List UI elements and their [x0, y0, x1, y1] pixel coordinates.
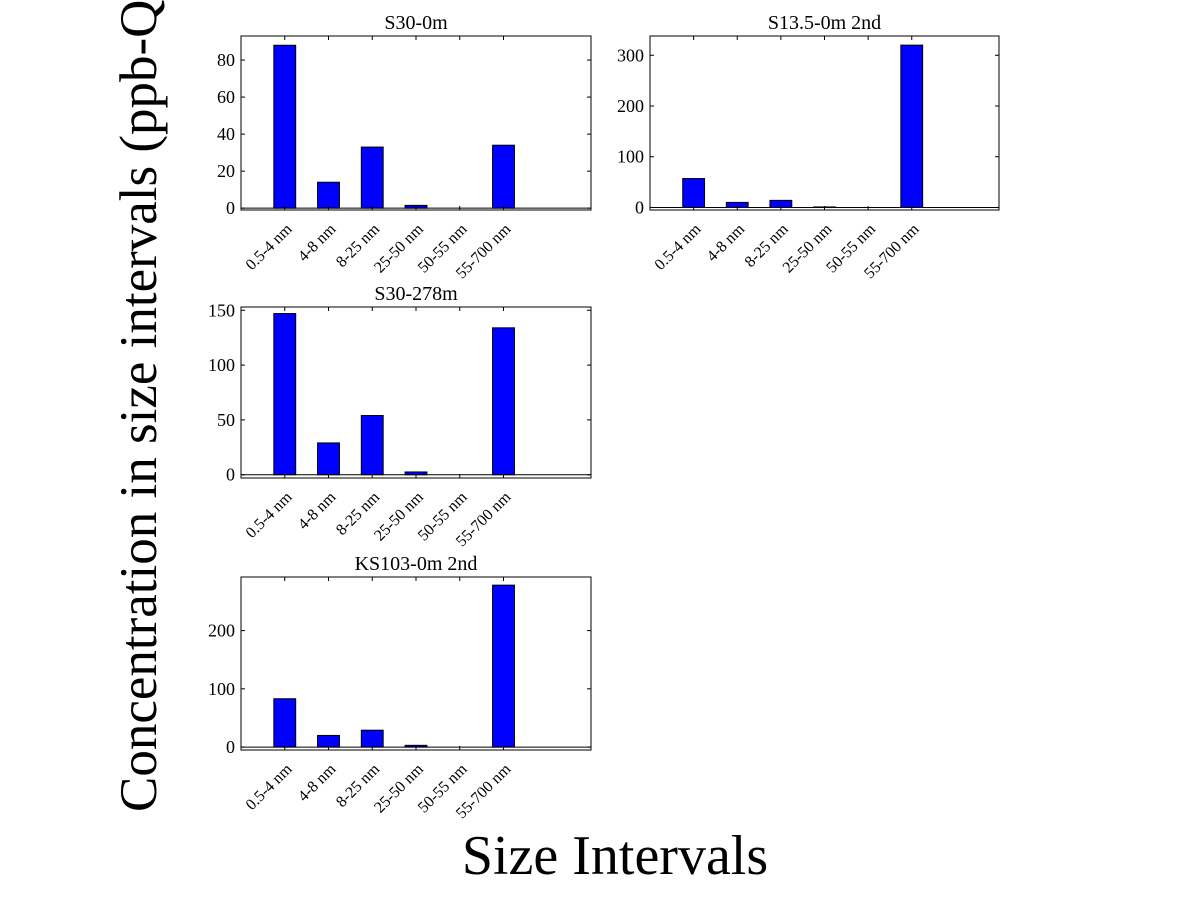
bar-2 [317, 734, 340, 748]
y-tick-label: 100 [208, 679, 235, 699]
x-tick-label: 0.5-4 nm [243, 488, 296, 541]
bar-3 [360, 146, 384, 209]
bar-2 [317, 442, 340, 476]
bar-1 [273, 44, 297, 209]
bar-1 [273, 313, 297, 476]
y-tick-label: 0 [635, 197, 644, 217]
y-tick-label: 300 [617, 45, 644, 65]
y-tick-label: 200 [208, 621, 235, 641]
subplot-title: S13.5-0m 2nd [768, 12, 881, 34]
y-tick-label: 20 [217, 161, 235, 181]
subplot-title: KS103-0m 2nd [355, 553, 478, 575]
bar-1 [682, 178, 706, 208]
figure-y-axis-label: Concentration in size intervals (ppb-QS [110, 0, 168, 812]
y-tick-label: 80 [217, 50, 235, 70]
bar-6 [492, 327, 515, 476]
y-tick-label: 50 [217, 410, 235, 430]
y-tick-label: 0 [226, 465, 235, 485]
subplot-title: S30-278m [374, 283, 458, 305]
subplot-title: S30-0m [384, 12, 448, 34]
y-tick-label: 100 [617, 147, 644, 167]
y-tick-label: 0 [226, 198, 235, 218]
y-tick-label: 40 [217, 124, 235, 144]
bar-1 [273, 698, 297, 748]
y-tick-label: 60 [217, 87, 235, 107]
bar-6 [492, 144, 515, 209]
x-tick-label: 0.5-4 nm [243, 760, 296, 813]
bar-3 [360, 729, 384, 748]
y-tick-label: 100 [208, 355, 235, 375]
bar-2 [317, 181, 340, 209]
y-tick-label: 0 [226, 737, 235, 757]
y-tick-label: 200 [617, 96, 644, 116]
bar-6 [492, 584, 515, 748]
x-tick-label: 0.5-4 nm [243, 220, 296, 273]
bar-3 [360, 415, 384, 476]
bar-6 [900, 44, 924, 208]
figure-x-axis-label: Size Intervals [462, 825, 768, 887]
x-tick-label: 0.5-4 nm [652, 220, 705, 273]
y-tick-label: 150 [208, 300, 235, 320]
